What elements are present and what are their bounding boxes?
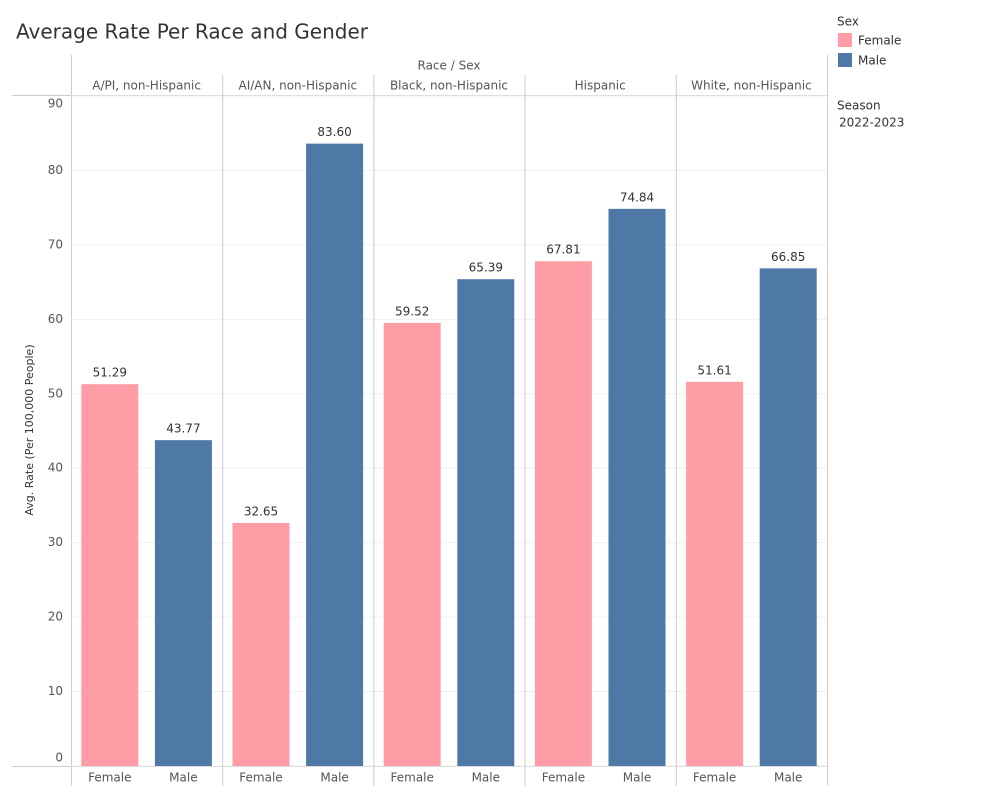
y-tick-label: 10 <box>48 684 63 698</box>
value-label: 74.84 <box>620 190 654 204</box>
category-label: AI/AN, non-Hispanic <box>238 79 357 93</box>
x-tick-label: Male <box>472 771 500 785</box>
value-label: 32.65 <box>244 504 278 518</box>
y-tick-label: 90 <box>48 97 63 111</box>
bar <box>154 440 212 766</box>
x-tick-label: Female <box>391 771 434 785</box>
y-tick-label: 0 <box>55 751 63 765</box>
bar <box>232 522 290 766</box>
y-tick-label: 40 <box>48 461 63 475</box>
legend-swatch <box>838 33 852 47</box>
chart-title: Average Rate Per Race and Gender <box>16 20 369 44</box>
legend-label: Male <box>858 54 886 68</box>
y-axis-title: Avg. Rate (Per 100,000 People) <box>23 344 36 515</box>
x-tick-label: Female <box>88 771 131 785</box>
value-label: 51.61 <box>697 363 731 377</box>
bar <box>457 279 515 766</box>
x-tick-label: Male <box>169 771 197 785</box>
value-label: 67.81 <box>546 243 580 257</box>
value-label: 65.39 <box>469 261 503 275</box>
x-tick-label: Female <box>239 771 282 785</box>
value-label: 83.60 <box>317 125 351 139</box>
category-label: White, non-Hispanic <box>691 79 812 93</box>
category-label: Hispanic <box>575 79 626 93</box>
legend-label: Female <box>858 34 901 48</box>
legend-title: Sex <box>837 15 859 29</box>
filter-value: 2022-2023 <box>839 116 904 130</box>
legend-swatch <box>838 53 852 67</box>
y-tick-label: 70 <box>48 237 63 251</box>
value-label: 51.29 <box>93 366 127 380</box>
x-tick-label: Male <box>623 771 651 785</box>
bar <box>759 268 817 766</box>
value-label: 43.77 <box>166 422 200 436</box>
x-tick-label: Male <box>320 771 348 785</box>
x-tick-label: Male <box>774 771 802 785</box>
filter-title: Season <box>837 99 881 113</box>
bar <box>306 143 364 767</box>
category-label: Black, non-Hispanic <box>390 79 508 93</box>
bar <box>608 208 666 766</box>
header-title: Race / Sex <box>418 59 481 73</box>
y-tick-label: 20 <box>48 610 63 624</box>
value-label: 66.85 <box>771 250 805 264</box>
y-tick-label: 30 <box>48 535 63 549</box>
category-label: A/PI, non-Hispanic <box>92 79 201 93</box>
bar <box>534 261 592 766</box>
y-tick-label: 60 <box>48 312 63 326</box>
bar <box>686 381 744 766</box>
y-tick-label: 50 <box>48 386 63 400</box>
bar <box>383 322 441 766</box>
x-tick-label: Female <box>693 771 736 785</box>
y-tick-label: 80 <box>48 163 63 177</box>
x-tick-label: Female <box>542 771 585 785</box>
bar <box>81 384 139 766</box>
value-label: 59.52 <box>395 304 429 318</box>
